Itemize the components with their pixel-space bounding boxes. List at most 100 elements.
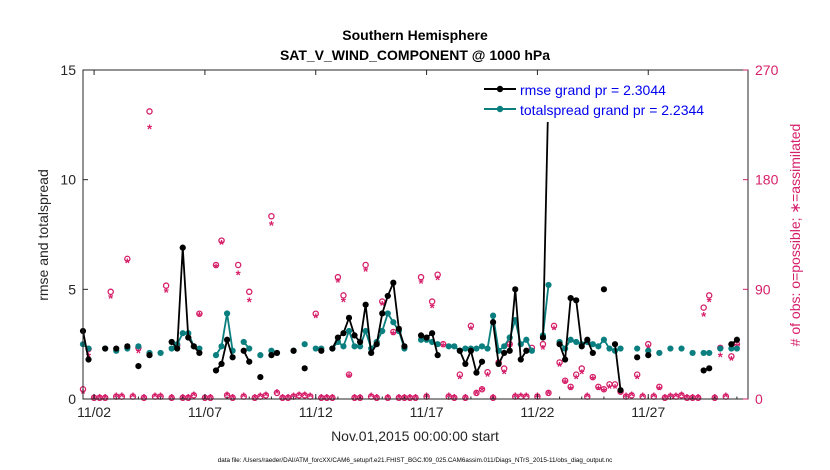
rmse-point <box>246 358 253 365</box>
obs-assimilated-point: * <box>696 391 702 406</box>
obs-possible-point <box>700 304 707 311</box>
obs-assimilated-point: * <box>468 323 474 338</box>
rmse-point <box>179 244 186 251</box>
totalspread-point <box>312 345 319 352</box>
rmse-point <box>223 336 231 343</box>
obs-assimilated-point: * <box>540 342 546 357</box>
obs-possible-point <box>467 322 475 330</box>
obs-assimilated-point: * <box>607 381 613 396</box>
obs-possible-point <box>561 377 569 384</box>
rmse-point <box>417 332 425 339</box>
obs-possible-point <box>146 108 153 115</box>
obs-possible-point <box>628 392 635 399</box>
obs-assimilated-point: * <box>385 391 391 406</box>
obs-assimilated-point: * <box>479 383 485 398</box>
x-tick-label: 11/02 <box>77 404 111 420</box>
obs-assimilated-point: * <box>419 276 425 291</box>
obs-possible-point <box>539 340 547 348</box>
rmse-point <box>124 343 131 350</box>
y-tick-label: 5 <box>68 281 76 297</box>
obs-assimilated-point: * <box>197 309 203 324</box>
rmse-point <box>329 345 336 352</box>
totalspread-point <box>489 312 497 319</box>
rmse-point <box>473 369 480 376</box>
obs-possible-point <box>500 365 508 372</box>
obs-assimilated-point: * <box>563 376 569 391</box>
totalspread-point <box>451 343 458 350</box>
obs-possible-point <box>456 371 464 378</box>
legend-box <box>478 77 744 122</box>
obs-assimilated-point: * <box>191 388 197 403</box>
obs-possible-point <box>711 394 719 402</box>
rmse-point <box>290 347 297 354</box>
rmse-point <box>257 373 264 381</box>
obs-possible-point <box>329 394 336 402</box>
legend-spread-marker <box>496 105 504 113</box>
obs-possible-point <box>101 394 109 402</box>
obs-assimilated-point: * <box>219 237 225 252</box>
obs-possible-point <box>678 392 685 399</box>
rmse-point <box>212 367 220 374</box>
obs-assimilated-point: * <box>590 373 596 388</box>
obs-possible-point <box>417 273 425 281</box>
x-tick-label: 11/27 <box>631 404 665 420</box>
obs-possible-point <box>362 261 369 269</box>
obs-assimilated-point: * <box>297 388 303 403</box>
obs-assimilated-point: * <box>335 275 341 290</box>
obs-assimilated-point: * <box>651 390 657 405</box>
rmse-point <box>146 352 153 359</box>
obs-possible-point <box>550 322 558 330</box>
totalspread-point <box>223 310 231 317</box>
obs-assimilated-point: * <box>330 391 336 406</box>
obs-possible-point <box>633 371 641 378</box>
totalspread-point <box>528 347 535 354</box>
obs-assimilated-point: * <box>585 390 591 405</box>
totalspread-point <box>600 336 608 343</box>
obs-possible-point <box>168 394 175 402</box>
obs-assimilated-point: * <box>407 391 413 406</box>
legend-spread-label: totalspread grand pr = 2.2344 <box>520 102 704 118</box>
obs-assimilated-point: * <box>153 390 159 405</box>
obs-assimilated-point: * <box>241 390 247 405</box>
rmse-line-segment <box>542 87 550 338</box>
rmse-point <box>456 347 463 354</box>
obs-assimilated-point: * <box>430 301 436 316</box>
y2-tick-label: 270 <box>755 62 779 78</box>
rmse-point <box>512 286 519 293</box>
rmse-point <box>600 286 608 293</box>
obs-assimilated-point: * <box>308 390 314 405</box>
obs-possible-point <box>656 383 663 391</box>
rmse-point <box>395 325 402 332</box>
rmse-point <box>196 349 203 357</box>
obs-assimilated-point: * <box>640 390 646 405</box>
obs-assimilated-point: * <box>396 391 402 406</box>
rmse-point <box>85 356 92 363</box>
obs-assimilated-point: * <box>552 323 558 338</box>
obs-assimilated-point: * <box>236 268 242 283</box>
obs-assimilated-point: * <box>225 388 231 403</box>
totalspread-point <box>168 345 175 352</box>
obs-possible-point <box>705 292 713 299</box>
obs-assimilated-point: * <box>707 295 713 310</box>
rmse-point <box>578 343 585 350</box>
rmse-point <box>523 347 530 354</box>
totalspread-point <box>362 327 369 335</box>
obs-assimilated-point: * <box>579 366 585 381</box>
totalspread-point <box>157 349 164 357</box>
obs-possible-point <box>611 381 619 388</box>
obs-assimilated-point: * <box>701 309 707 324</box>
obs-possible-point <box>334 273 342 281</box>
obs-count-layer: * * * * * * * * * * * * * * * * * * * * * * * * * * * * * * * * * * * * * * * *… <box>79 108 740 406</box>
x-tick-label: 11/12 <box>299 404 333 420</box>
totalspread-point <box>634 345 641 352</box>
rmse-point <box>517 356 524 363</box>
obs-assimilated-point: * <box>679 388 685 403</box>
y2-axis-label: # of obs: o=possible; ∗=assimilated <box>787 124 803 347</box>
totalspread-point <box>501 343 508 350</box>
rmse-line-segment <box>82 330 90 360</box>
rmse-series <box>79 84 741 394</box>
totalspread-point <box>356 343 364 350</box>
obs-assimilated-point: * <box>346 370 352 385</box>
obs-assimilated-point: * <box>258 390 264 405</box>
totalspread-point <box>246 345 253 352</box>
